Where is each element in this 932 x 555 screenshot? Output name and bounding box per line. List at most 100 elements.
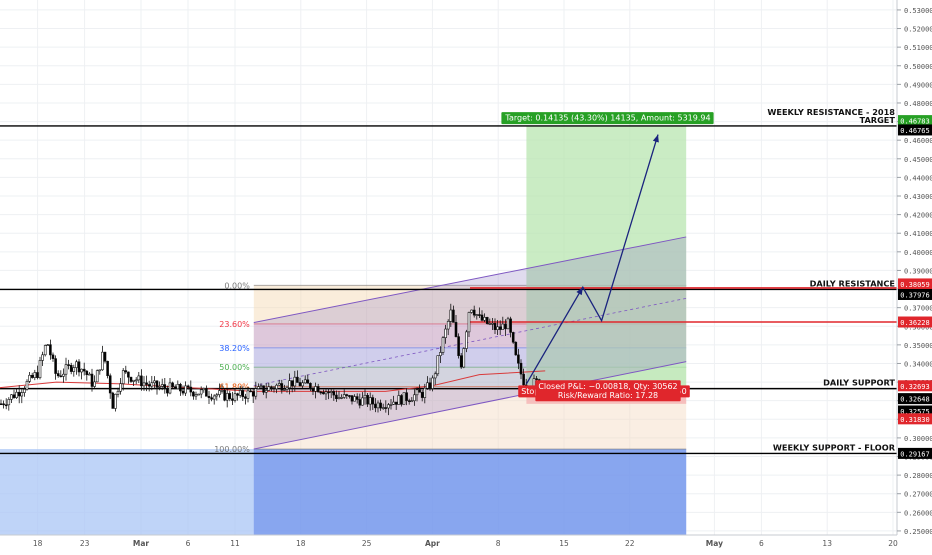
- candle-body: [309, 382, 312, 389]
- candle-body: [30, 374, 34, 378]
- projection-arrowhead: [652, 134, 659, 143]
- x-axis-tick-label: 15: [559, 539, 569, 548]
- candle-body: [340, 397, 343, 399]
- candle-body: [475, 314, 479, 316]
- candle-body: [272, 387, 276, 390]
- candle-body: [49, 344, 52, 356]
- candle-body: [197, 393, 200, 396]
- candle-body: [439, 352, 442, 356]
- candle-body: [449, 309, 453, 322]
- candle-body: [124, 370, 128, 373]
- x-axis-tick-label: 25: [362, 539, 372, 548]
- candle-body: [132, 379, 135, 382]
- candle-body: [470, 309, 473, 313]
- candle-body: [433, 373, 437, 379]
- projection-arrowhead: [576, 287, 583, 296]
- candle-body: [20, 392, 24, 397]
- y-axis-tick-label: 0.50000: [904, 63, 932, 71]
- y-axis-tick-label: 0.44000: [904, 174, 932, 182]
- candle-body: [179, 383, 182, 392]
- candle-body: [54, 358, 57, 374]
- candle-body: [280, 383, 284, 391]
- candle-body: [350, 395, 354, 402]
- candle-body: [431, 377, 434, 389]
- candle-body: [56, 373, 60, 377]
- candle-body: [426, 382, 429, 389]
- candle-body: [259, 385, 263, 388]
- candle-body: [108, 375, 112, 394]
- candle-body: [264, 390, 268, 393]
- candle-body: [10, 394, 13, 400]
- candle-body: [119, 383, 122, 392]
- x-axis-tick-label: 20: [888, 539, 898, 548]
- price-badge-bg: [898, 380, 932, 392]
- candle-body: [436, 355, 440, 375]
- candle-body: [420, 391, 424, 398]
- x-axis-tick-label: 6: [759, 539, 764, 548]
- level-label-weekly-support-floor: WEEKLY SUPPORT - FLOOR: [773, 442, 896, 452]
- x-axis-tick-label: Mar: [133, 539, 150, 548]
- candle-body: [337, 397, 341, 399]
- candle-body: [28, 374, 31, 382]
- candle-body: [17, 391, 21, 397]
- price-badge: 0.36228: [900, 319, 930, 327]
- channel-upper-line: [253, 236, 687, 324]
- candle-body: [88, 373, 91, 376]
- pnl-label-box: [535, 380, 681, 402]
- candle-body: [535, 378, 538, 380]
- candle-body: [511, 332, 515, 343]
- candle-body: [38, 360, 42, 378]
- fib-level-label: 61.80%: [219, 383, 250, 392]
- y-axis-tick-label: 0.41000: [904, 230, 932, 238]
- candle-body: [522, 373, 525, 386]
- candle-body: [69, 364, 73, 372]
- candle-body: [335, 394, 338, 399]
- candle-body: [153, 380, 156, 384]
- candle-body: [33, 372, 37, 378]
- candle-body: [283, 389, 286, 391]
- candle-body: [480, 314, 484, 321]
- candle-body: [374, 403, 377, 409]
- candle-body: [7, 399, 11, 406]
- candle-body: [111, 392, 115, 409]
- candle-body: [488, 323, 492, 325]
- level-label-daily-resistance: DAILY RESISTANCE: [810, 278, 895, 288]
- candle-body: [446, 321, 450, 330]
- y-axis-tick-label: 0.35000: [904, 342, 932, 350]
- candle-body: [345, 394, 349, 396]
- candle-body: [134, 379, 138, 382]
- price-badge-bg: [898, 316, 932, 328]
- candle-body: [145, 382, 148, 385]
- candle-body: [82, 368, 86, 372]
- price-badge-bg: [898, 393, 932, 405]
- candle-body: [384, 407, 388, 409]
- candle-body: [275, 384, 278, 390]
- price-badge-bg: [898, 278, 932, 290]
- candle-body: [238, 390, 242, 396]
- candle-body: [262, 385, 265, 393]
- candle-body: [496, 326, 499, 330]
- candle-body: [342, 394, 346, 398]
- candle-body: [462, 348, 466, 368]
- candle-body: [485, 317, 489, 324]
- candle-body: [12, 394, 16, 398]
- candle-body: [407, 400, 411, 402]
- candle-body: [220, 389, 224, 392]
- candle-body: [355, 396, 359, 400]
- candle-body: [147, 384, 151, 387]
- candle-body: [498, 326, 502, 330]
- candle-body: [366, 394, 369, 405]
- candle-body: [186, 385, 190, 388]
- candle-body: [231, 398, 234, 401]
- fib-level-label: 50.00%: [219, 363, 250, 372]
- candle-body: [85, 370, 89, 376]
- candle-body: [215, 394, 219, 397]
- candle-body: [298, 382, 302, 387]
- candle-body: [140, 375, 143, 387]
- candle-body: [444, 328, 447, 338]
- candle-body: [332, 391, 336, 396]
- candle-body: [77, 361, 81, 373]
- candle-body: [418, 389, 421, 393]
